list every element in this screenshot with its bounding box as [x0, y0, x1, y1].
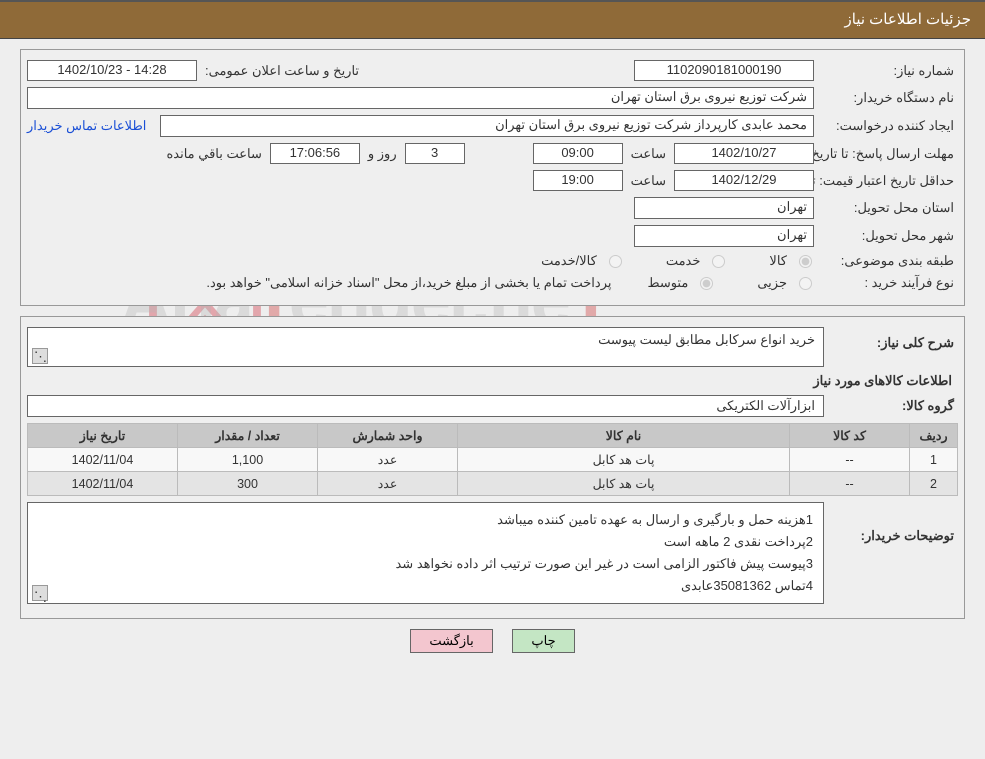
- table-cell: 1402/11/04: [28, 448, 178, 472]
- page-title: جزئیات اطلاعات نیاز: [845, 11, 972, 28]
- page-root: جزئیات اطلاعات نیاز AriaTender.neT شماره…: [0, 0, 985, 759]
- radio-goods[interactable]: [799, 255, 812, 268]
- row-requester: ایجاد کننده درخواست: محمد عابدی کارپرداز…: [27, 115, 958, 137]
- col-header: تعداد / مقدار: [178, 424, 318, 448]
- summary-text: خرید انواع سرکابل مطابق لیست پیوست: [598, 332, 815, 347]
- row-proc-type: نوع فرآیند خرید : جزیی متوسط پرداخت تمام…: [27, 275, 958, 291]
- class-label: طبقه بندی موضوعی:: [818, 253, 958, 269]
- details-panel: شماره نیاز: 1102090181000190 تاریخ و ساع…: [20, 49, 965, 306]
- buyer-org-value: شرکت توزیع نیروی برق استان تهران: [27, 87, 814, 109]
- table-cell: 1: [910, 448, 958, 472]
- radio-medium-label: متوسط: [643, 275, 692, 291]
- minvalid-label: حداقل تاریخ اعتبار قیمت: تا تاریخ:: [818, 173, 958, 189]
- remaining-label: ساعت باقي مانده: [162, 146, 265, 162]
- row-buyer-notes: توضیحات خریدار: 1هزینه حمل و بارگیری و ا…: [27, 502, 958, 604]
- row-classification: طبقه بندی موضوعی: کالا خدمت کالا/خدمت: [27, 253, 958, 269]
- radio-minor[interactable]: [799, 277, 812, 290]
- deadline-date: 1402/10/27: [674, 143, 814, 164]
- time-label-1: ساعت: [627, 146, 670, 162]
- radio-goods-label: کالا: [765, 253, 791, 269]
- table-cell: 1,100: [178, 448, 318, 472]
- province-label: استان محل تحویل:: [818, 200, 958, 216]
- table-cell: 300: [178, 472, 318, 496]
- radio-service[interactable]: [712, 255, 725, 268]
- group-value: ابزارآلات الکتریکی: [27, 395, 824, 417]
- radio-both[interactable]: [609, 255, 622, 268]
- time-label-2: ساعت: [627, 173, 670, 189]
- col-header: کد کالا: [790, 424, 910, 448]
- deadline-label: مهلت ارسال پاسخ: تا تاریخ:: [818, 146, 958, 162]
- note-line: 1هزینه حمل و بارگیری و ارسال به عهده تام…: [38, 509, 813, 531]
- row-summary: شرح کلی نیاز: خرید انواع سرکابل مطابق لی…: [27, 327, 958, 367]
- goods-info-heading: اطلاعات کالاهای مورد نیاز: [27, 373, 952, 389]
- radio-service-label: خدمت: [662, 253, 705, 269]
- table-cell: --: [790, 472, 910, 496]
- need-no-label: شماره نیاز:: [818, 63, 958, 79]
- resize-handle-icon[interactable]: ⋰: [32, 348, 48, 364]
- col-header: تاریخ نیاز: [28, 424, 178, 448]
- buyer-notes-label: توضیحات خریدار:: [828, 502, 958, 544]
- col-header: ردیف: [910, 424, 958, 448]
- announce-label: تاریخ و ساعت اعلان عمومی:: [201, 63, 363, 79]
- row-deadline: مهلت ارسال پاسخ: تا تاریخ: 1402/10/27 سا…: [27, 143, 958, 164]
- resize-handle-icon[interactable]: ⋰: [32, 585, 48, 601]
- requester-value: محمد عابدی کارپرداز شرکت توزیع نیروی برق…: [160, 115, 814, 137]
- col-header: نام کالا: [458, 424, 790, 448]
- row-buyer-org: نام دستگاه خریدار: شرکت توزیع نیروی برق …: [27, 87, 958, 109]
- minvalid-date: 1402/12/29: [674, 170, 814, 191]
- note-line: 3پیوست پیش فاکتور الزامی است در غیر این …: [38, 553, 813, 575]
- row-group: گروه کالا: ابزارآلات الکتریکی: [27, 395, 958, 417]
- print-button[interactable]: چاپ: [512, 629, 574, 653]
- table-cell: --: [790, 448, 910, 472]
- buyer-org-label: نام دستگاه خریدار:: [818, 90, 958, 106]
- proc-type-label: نوع فرآیند خرید :: [818, 275, 958, 291]
- summary-label: شرح کلی نیاز:: [828, 327, 958, 351]
- table-cell: پات هد کابل: [458, 448, 790, 472]
- summary-box: خرید انواع سرکابل مطابق لیست پیوست ⋰: [27, 327, 824, 367]
- time-remaining: 17:06:56: [270, 143, 360, 164]
- row-need-no: شماره نیاز: 1102090181000190 تاریخ و ساع…: [27, 60, 958, 81]
- days-label: روز و: [364, 146, 401, 162]
- note-line: 4تماس 35081362عابدی: [38, 575, 813, 597]
- buyer-notes-box: 1هزینه حمل و بارگیری و ارسال به عهده تام…: [27, 502, 824, 604]
- announce-value: 14:28 - 1402/10/23: [27, 60, 197, 81]
- city-value: تهران: [634, 225, 814, 247]
- requester-label: ایجاد کننده درخواست:: [818, 118, 958, 134]
- radio-minor-label: جزیی: [753, 275, 791, 291]
- payment-note: پرداخت تمام یا بخشی از مبلغ خرید،از محل …: [202, 275, 615, 291]
- radio-both-label: کالا/خدمت: [537, 253, 601, 269]
- button-row: چاپ بازگشت: [0, 629, 985, 653]
- province-value: تهران: [634, 197, 814, 219]
- table-cell: 1402/11/04: [28, 472, 178, 496]
- city-label: شهر محل تحویل:: [818, 228, 958, 244]
- minvalid-time: 19:00: [533, 170, 623, 191]
- need-no-value: 1102090181000190: [634, 60, 814, 81]
- back-button[interactable]: بازگشت: [410, 629, 492, 653]
- group-label: گروه کالا:: [828, 398, 958, 414]
- items-table: ردیفکد کالانام کالاواحد شمارشتعداد / مقد…: [27, 423, 958, 496]
- table-cell: عدد: [318, 448, 458, 472]
- days-remaining: 3: [405, 143, 465, 164]
- row-min-validity: حداقل تاریخ اعتبار قیمت: تا تاریخ: 1402/…: [27, 170, 958, 191]
- radio-medium[interactable]: [700, 277, 713, 290]
- table-cell: 2: [910, 472, 958, 496]
- row-province: استان محل تحویل: تهران: [27, 197, 958, 219]
- table-cell: عدد: [318, 472, 458, 496]
- goods-panel: شرح کلی نیاز: خرید انواع سرکابل مطابق لی…: [20, 316, 965, 619]
- buyer-contact-link[interactable]: اطلاعات تماس خریدار: [27, 118, 146, 134]
- row-city: شهر محل تحویل: تهران: [27, 225, 958, 247]
- page-title-bar: جزئیات اطلاعات نیاز: [0, 0, 985, 39]
- deadline-time: 09:00: [533, 143, 623, 164]
- table-row: 1--پات هد کابلعدد1,1001402/11/04: [28, 448, 958, 472]
- table-cell: پات هد کابل: [458, 472, 790, 496]
- col-header: واحد شمارش: [318, 424, 458, 448]
- note-line: 2پرداخت نقدی 2 ماهه است: [38, 531, 813, 553]
- table-row: 2--پات هد کابلعدد3001402/11/04: [28, 472, 958, 496]
